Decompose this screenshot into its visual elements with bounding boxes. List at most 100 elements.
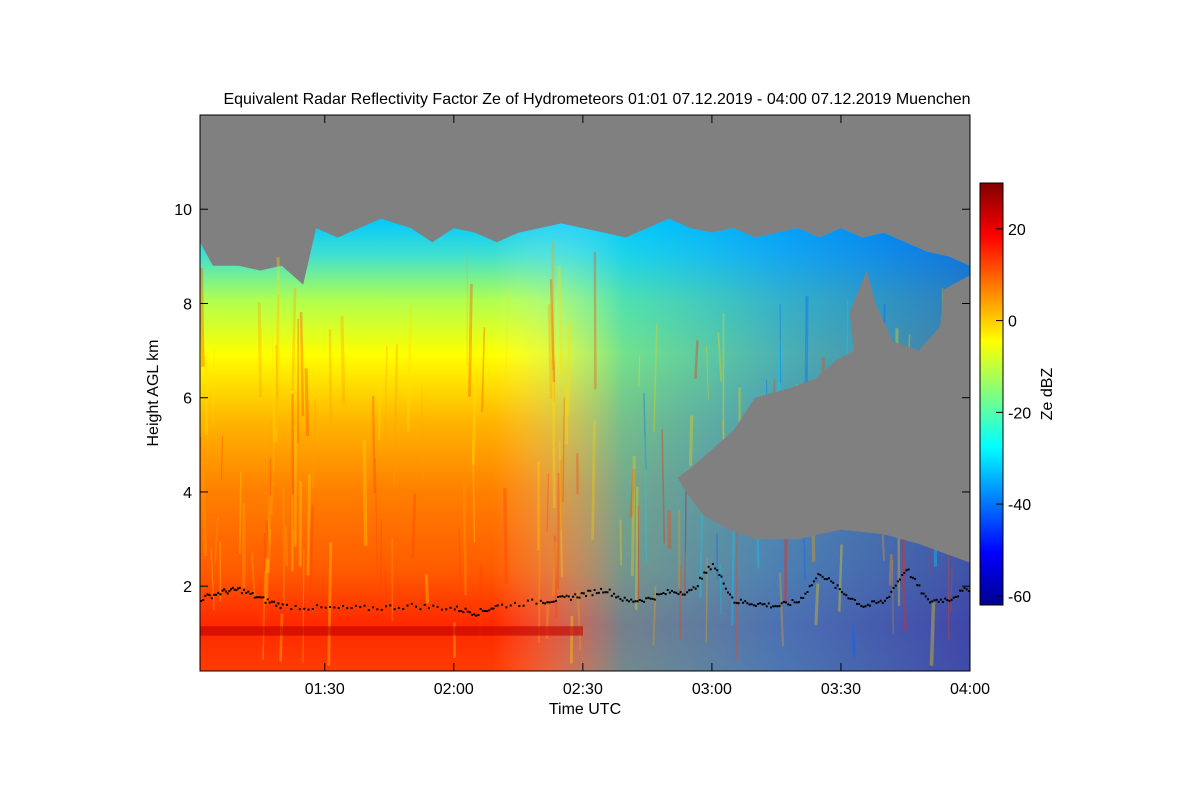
cloud-base-point [595,592,598,595]
cloud-base-point [677,593,680,596]
cloud-base-point [567,595,570,598]
chart-title: Equivalent Radar Reflectivity Factor Ze … [223,91,970,108]
cloud-base-point [621,599,624,602]
cloud-base-point [380,608,383,611]
fall-streak [212,348,216,426]
x-axis-label: Time UTC [549,701,621,718]
cloud-base-point [875,602,878,605]
cloud-base-point [475,614,478,617]
fall-streak [804,296,809,387]
fall-streak [557,266,564,378]
cloud-base-point [458,610,461,613]
fall-streak [275,294,280,428]
cloud-base-point [935,598,938,601]
cloud-base-point [948,599,951,602]
cloud-base-point [735,601,738,604]
cloud-base-point [679,591,682,594]
cloud-base-point [217,591,220,594]
cloud-base-point [817,573,820,576]
cloud-base-point [346,607,349,610]
plot-area [200,115,970,671]
cloud-base-point [255,596,258,599]
cloud-base-point [696,585,699,588]
cloud-base-point [359,606,362,609]
cloud-base-point [946,599,949,602]
cloud-base-point [851,597,854,600]
fall-streak [411,493,417,559]
colorbar-ticks: 20 0 -20 -40 -60 [996,222,1031,606]
colorbar-label: Ze dBZ [1039,368,1056,421]
fall-streak [214,517,219,563]
fall-streak [891,560,894,635]
cloud-base-point [552,600,555,603]
fall-streak [814,583,820,626]
cloud-base-point [931,600,934,603]
fall-streak [556,472,560,590]
cloud-base-point [683,593,686,596]
fall-streak [949,569,953,612]
cloud-base-point [277,602,280,605]
cloud-base-point [632,600,635,603]
fall-streak [546,473,550,532]
cloud-base-point [772,605,775,608]
fall-streak [302,549,305,663]
cloud-base-point [937,600,940,603]
y-tick-label: 4 [183,485,192,502]
fall-streak [643,392,647,470]
cloud-base-point [597,591,600,594]
fall-streak [635,486,639,611]
cloud-base-point [247,590,250,593]
fall-streak [379,520,383,591]
cloud-base-point [563,596,566,599]
colorbar: 20 0 -20 -40 -60 Ze dBZ [979,182,1056,606]
cloud-base-point [711,563,714,566]
cloud-base-points [200,563,970,617]
fall-streak [424,574,430,604]
cloud-base-point [920,592,923,595]
cloud-base-point [610,594,613,597]
cloud-base-point [785,601,787,604]
cloud-base-point [862,605,865,608]
x-tick-label: 04:00 [950,681,990,698]
cloud-base-point [455,605,458,608]
cloud-base-point [888,595,891,598]
fall-streak [719,563,722,615]
cloud-base-point [268,601,271,604]
cloud-base-point [576,596,579,599]
y-axis-label: Height AGL km [145,339,162,446]
cloud-base-point [235,589,238,592]
cloud-base-point [879,599,882,602]
cloud-base-point [587,589,590,592]
cloud-base-point [640,599,643,602]
fall-streak [259,595,266,646]
cloud-base-point [294,605,297,607]
cloud-base-point [733,601,736,604]
fall-streak [210,548,215,611]
fall-streak [838,544,843,612]
cloud-base-point [490,607,493,610]
cloud-base-point [830,580,833,583]
cloud-base-point [907,568,910,571]
cloud-base-point [557,596,559,598]
cloud-base-point [653,598,656,601]
cloud-base-point [372,606,375,609]
cloud-base-point [496,604,499,607]
cloud-base-point [748,603,751,606]
cloud-base-point [554,599,557,602]
colorbar-tick-label: 20 [1008,222,1026,239]
cloud-base-point [298,608,301,611]
fall-streak [281,576,284,618]
cloud-base-point [237,587,239,590]
fall-streak [559,460,563,532]
cloud-base-point [393,608,396,611]
cloud-base-point [750,603,753,606]
cloud-base-point [320,606,323,609]
cloud-base-point [473,613,476,616]
fall-streak [328,329,333,423]
cloud-base-point [849,597,852,600]
cloud-base-point [589,589,592,592]
fall-streak [378,376,381,440]
cloud-base-point [628,600,630,603]
cloud-base-point [705,571,708,574]
cloud-base-point [871,600,874,603]
